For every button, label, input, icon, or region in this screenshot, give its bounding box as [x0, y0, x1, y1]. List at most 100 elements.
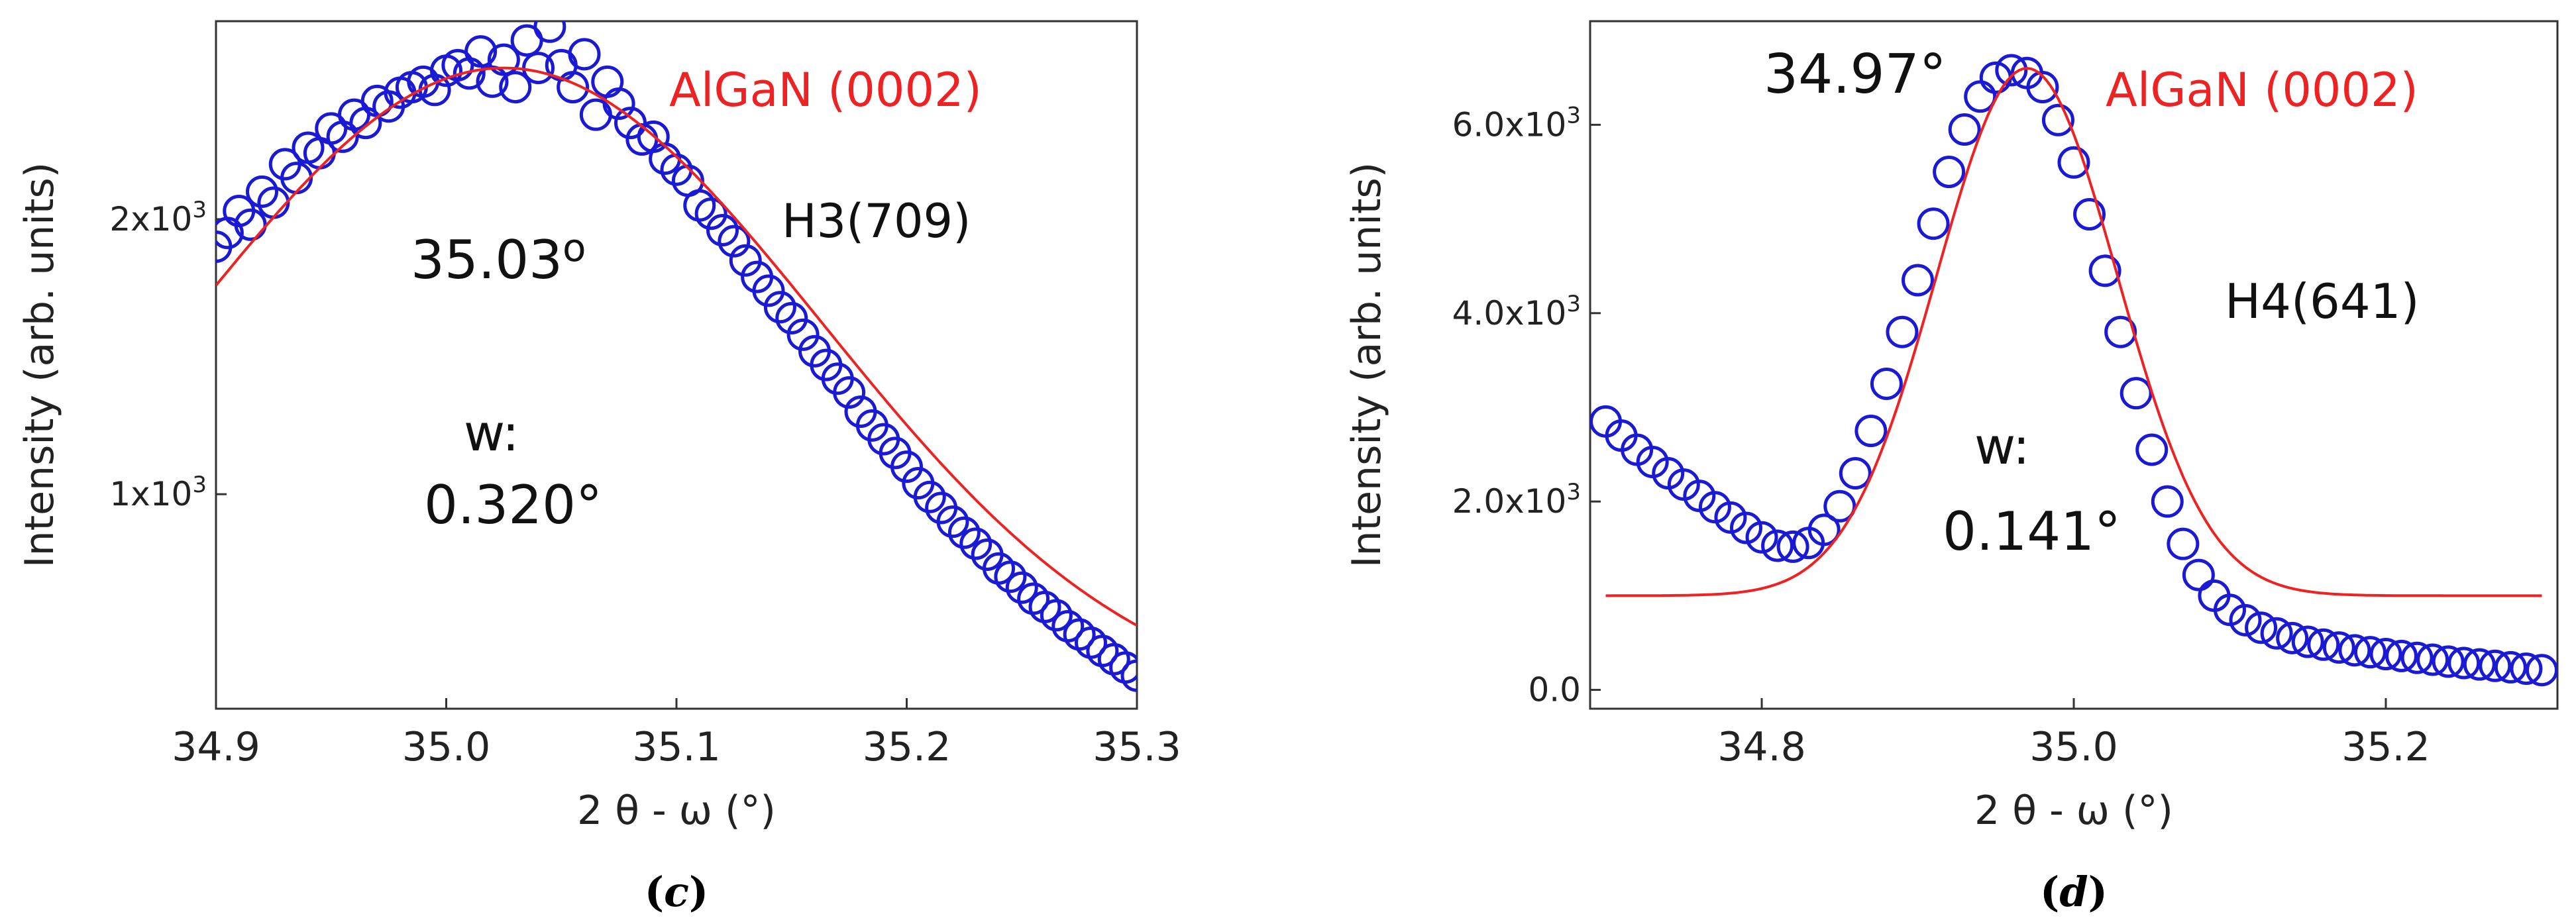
sample-label-d: H4(641): [2225, 274, 2420, 329]
x-axis-label-d: 2 θ - ω (°): [1974, 788, 2173, 834]
data-point-d: [2041, 103, 2074, 136]
data-point-d: [1807, 513, 1841, 546]
data-point-d: [2510, 652, 2543, 686]
x-tick-label-c: 35.3: [1093, 724, 1181, 770]
width-value-d: 0.141°: [1943, 501, 2121, 562]
data-point-d: [1823, 489, 1856, 523]
data-point-d: [1761, 529, 1794, 562]
data-point-c: [533, 21, 566, 43]
y-tick-label-d: 0.0: [1528, 671, 1581, 709]
data-point-d: [2135, 433, 2169, 466]
data-point-d: [1839, 457, 1872, 490]
width-label-c: w:: [464, 403, 519, 462]
data-point-d: [2416, 643, 2449, 676]
y-tick-label-c: 2x103: [109, 197, 207, 238]
x-tick-label-c: 35.2: [863, 724, 951, 770]
data-point-d: [1870, 367, 1903, 400]
data-point-c: [246, 175, 278, 208]
data-point-c: [487, 43, 520, 76]
data-point-d: [1933, 156, 1966, 189]
y-tick-label-d: 4.0x103: [1452, 291, 1581, 332]
data-point-c: [602, 87, 635, 121]
data-point-c: [557, 71, 590, 104]
x-tick-label-d: 35.0: [2029, 724, 2118, 770]
data-point-d: [2026, 71, 2059, 104]
data-point-d: [2400, 641, 2434, 674]
data-point-c: [1120, 659, 1137, 692]
data-point-c: [763, 291, 796, 324]
fit-curve-d: [1605, 67, 2542, 597]
data-point-d: [2307, 628, 2340, 661]
data-point-d: [2525, 654, 2557, 687]
chart-c: 1x103 2x103 34.9 35.0 35.1 35.2 35.3 AlGaN (0…: [17, 20, 1181, 916]
data-point-d: [1902, 264, 1935, 297]
data-point-d: [2245, 611, 2278, 644]
x-tick-label-c: 35.1: [632, 724, 721, 770]
x-tick-label-d: 35.2: [2341, 724, 2430, 770]
data-point-d: [2353, 636, 2387, 669]
data-point-d: [2229, 603, 2262, 637]
data-point-c: [729, 244, 762, 277]
data-point-d: [2260, 617, 2293, 650]
data-point-c: [786, 318, 820, 351]
data-point-c: [1005, 571, 1038, 604]
fit-curve-c: [216, 66, 1137, 627]
data-point-c: [464, 35, 498, 68]
data-point-c: [752, 274, 785, 307]
sample-label-c: H3(709): [782, 194, 971, 248]
data-point-d: [2385, 639, 2418, 672]
data-point-d: [2073, 197, 2106, 230]
data-point-d: [2447, 646, 2481, 680]
peak-label-d: AlGaN (0002): [2106, 63, 2418, 117]
x-tick-label-d: 34.8: [1717, 724, 1806, 770]
y-axis-label-d: Intensity (arb. units): [1344, 162, 1390, 568]
y-tick-label-d: 6.0x103: [1452, 102, 1581, 144]
data-point-c: [959, 527, 993, 560]
data-point-c: [936, 505, 969, 538]
data-point-d: [2338, 634, 2371, 667]
data-point-d: [2167, 527, 2200, 560]
data-point-d: [1729, 511, 1762, 544]
data-point-d: [2322, 631, 2355, 664]
data-point-d: [2120, 377, 2153, 410]
data-point-c: [706, 214, 739, 247]
width-label-d: w:: [1974, 417, 2030, 476]
y-tick-label-d: 2.0x103: [1452, 479, 1581, 521]
data-point-c: [718, 225, 751, 258]
data-point-c: [994, 560, 1027, 593]
data-point-c: [694, 197, 727, 230]
x-tick-label-c: 34.9: [172, 724, 260, 770]
peak-position-c: 35.03o: [411, 225, 586, 291]
data-point-d: [2369, 638, 2402, 671]
data-point-d: [2182, 558, 2215, 591]
data-point-d: [1745, 521, 1778, 554]
data-point-d: [2104, 315, 2137, 348]
data-point-c: [890, 450, 923, 484]
data-point-c: [234, 208, 267, 241]
data-point-c: [1040, 599, 1073, 632]
data-point-d: [2276, 621, 2309, 654]
data-point-d: [2479, 649, 2512, 682]
data-point-c: [947, 516, 981, 549]
data-point-c: [913, 480, 946, 513]
data-point-d: [1854, 415, 1888, 448]
peak-position-d: 34.97°: [1764, 43, 1947, 106]
x-tick-label-c: 35.0: [402, 724, 491, 770]
data-point-d: [2057, 146, 2090, 179]
data-point-c: [499, 71, 532, 104]
data-point-d: [2151, 485, 2184, 518]
data-point-d: [2494, 650, 2527, 684]
data-point-d: [1995, 54, 2028, 87]
blank-box-c: [351, 311, 576, 391]
data-point-d: [1776, 530, 1809, 563]
peak-label-c: AlGaN (0002): [669, 63, 982, 117]
data-point-d: [2432, 645, 2465, 678]
caption-c: (c): [645, 868, 708, 916]
y-axis-label-c: Intensity (arb. units): [17, 162, 63, 568]
data-point-d: [2088, 254, 2121, 287]
caption-d: (d): [2040, 868, 2108, 916]
data-point-d: [2291, 625, 2324, 658]
data-point-c: [775, 301, 808, 334]
data-point-c: [568, 38, 601, 71]
